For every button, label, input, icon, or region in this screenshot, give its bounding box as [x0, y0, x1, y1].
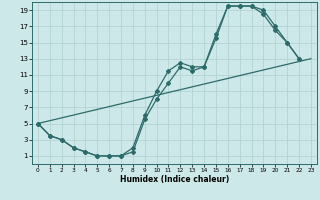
X-axis label: Humidex (Indice chaleur): Humidex (Indice chaleur) — [120, 175, 229, 184]
